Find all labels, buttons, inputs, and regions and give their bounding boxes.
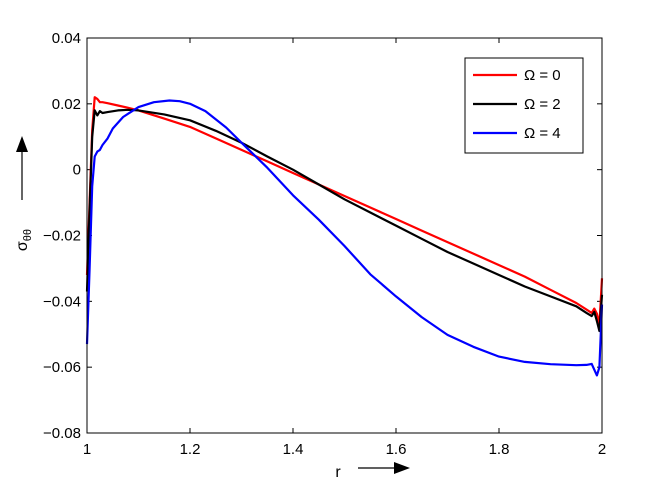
series-line-omega-2: [85, 108, 604, 333]
series-line-omega-4: [85, 99, 604, 377]
series-line-omega-0: [85, 96, 604, 326]
y-tick-label: −0.04: [43, 293, 81, 310]
svg-text:σθθ: σθθ: [14, 229, 34, 251]
x-tick-label: 1: [83, 441, 91, 458]
y-tick-label: −0.02: [43, 228, 81, 245]
y-tick-label: 0: [73, 162, 81, 179]
y-axis-arrow: [16, 136, 28, 200]
legend-label-omega-0: Ω = 0: [524, 67, 561, 84]
x-axis-ticks: 1 1.2 1.4 1.6 1.8 2: [83, 38, 606, 458]
x-axis-arrow: [358, 462, 410, 474]
y-axis-title-subscript: θθ: [22, 229, 34, 241]
y-axis-title: σθθ: [14, 229, 34, 251]
x-axis-title: r: [335, 464, 341, 481]
legend: Ω = 0 Ω = 2 Ω = 4: [464, 57, 584, 154]
legend-label-omega-4: Ω = 4: [524, 125, 561, 142]
x-tick-label: 2: [598, 441, 606, 458]
plot-frame: [86, 37, 603, 434]
x-tick-label: 1.4: [283, 441, 304, 458]
y-tick-label: −0.06: [43, 359, 81, 376]
legend-box: [464, 57, 584, 154]
y-axis-ticks: 0.04 0.02 0 −0.02 −0.04 −0.06 −0.08: [43, 30, 602, 442]
y-tick-label: −0.08: [43, 425, 81, 442]
x-tick-label: 1.8: [489, 441, 510, 458]
x-tick-label: 1.2: [180, 441, 201, 458]
plot-series: [85, 96, 604, 377]
legend-label-omega-2: Ω = 2: [524, 96, 561, 113]
y-tick-label: 0.02: [52, 96, 81, 113]
y-axis-title-symbol: σ: [14, 241, 31, 251]
y-tick-label: 0.04: [52, 30, 81, 47]
x-tick-label: 1.6: [386, 441, 407, 458]
